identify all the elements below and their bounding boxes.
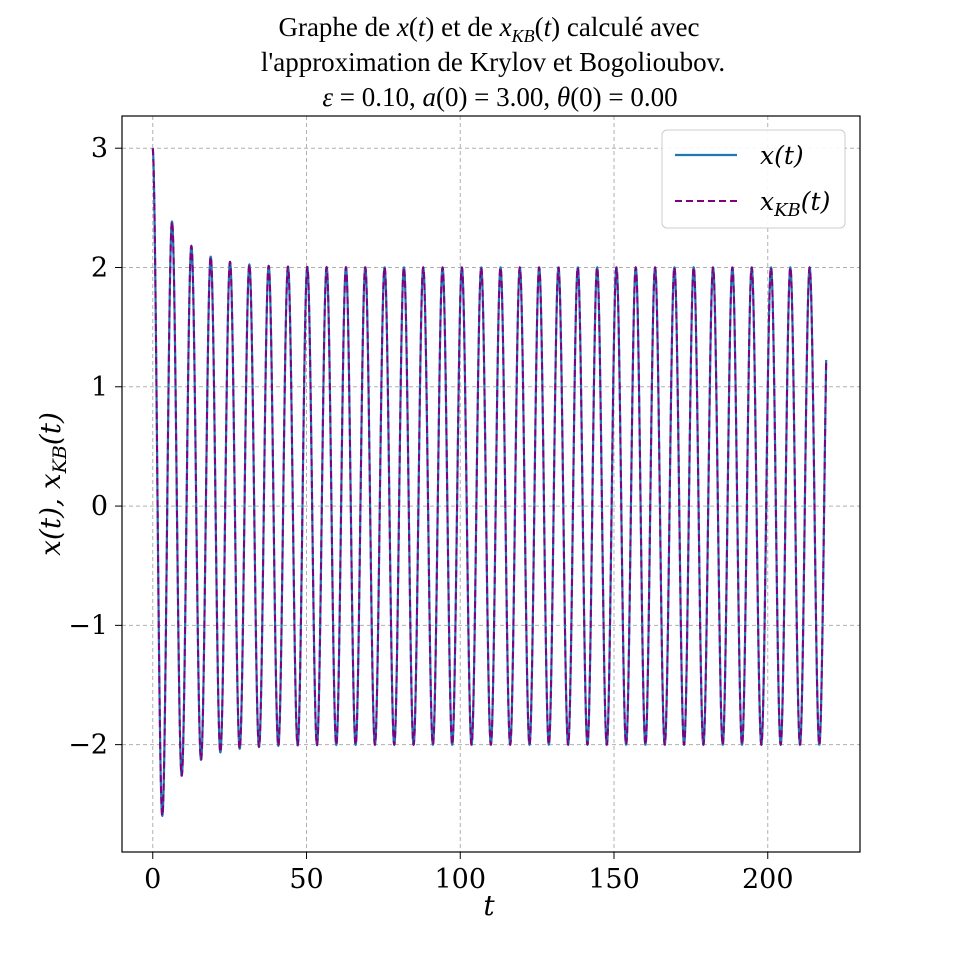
y-axis-label: x(t), xKB(t)	[34, 412, 71, 556]
x-axis-ticks: 0 50 100 150 200	[144, 852, 794, 895]
y-tick-label: 1	[91, 372, 108, 403]
x-tick-label: 50	[289, 864, 323, 895]
y-tick-label: −1	[68, 610, 108, 641]
title-line-3: ε = 0.10, a(0) = 3.00, θ(0) = 0.00	[322, 82, 677, 112]
series-line-xkb	[151, 148, 828, 817]
x-tick-label: 150	[588, 864, 640, 895]
x-tick-label: 200	[742, 864, 794, 895]
chart-title: Graphe de x(t) et de xKB(t) calculé avec…	[261, 12, 725, 112]
x-tick-label: 100	[434, 864, 486, 895]
title-line-2: l'approximation de Krylov et Bogolioubov…	[261, 47, 725, 77]
y-tick-label: 3	[91, 133, 108, 164]
plot-frame	[121, 115, 861, 853]
legend-label-x: x(t)	[760, 141, 804, 170]
x-axis-label: t	[483, 889, 495, 922]
x-tick-label: 0	[144, 864, 161, 895]
y-axis-ticks: 3 2 1 0 −1 −2	[68, 133, 122, 761]
title-line-1: Graphe de x(t) et de xKB(t) calculé avec	[278, 12, 699, 46]
legend: x(t) xKB(t)	[661, 129, 846, 229]
y-tick-label: −2	[68, 730, 108, 761]
y-tick-label: 0	[91, 491, 108, 522]
y-tick-label: 2	[91, 252, 108, 283]
